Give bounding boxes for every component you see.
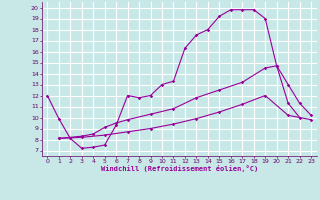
X-axis label: Windchill (Refroidissement éolien,°C): Windchill (Refroidissement éolien,°C) <box>100 165 258 172</box>
